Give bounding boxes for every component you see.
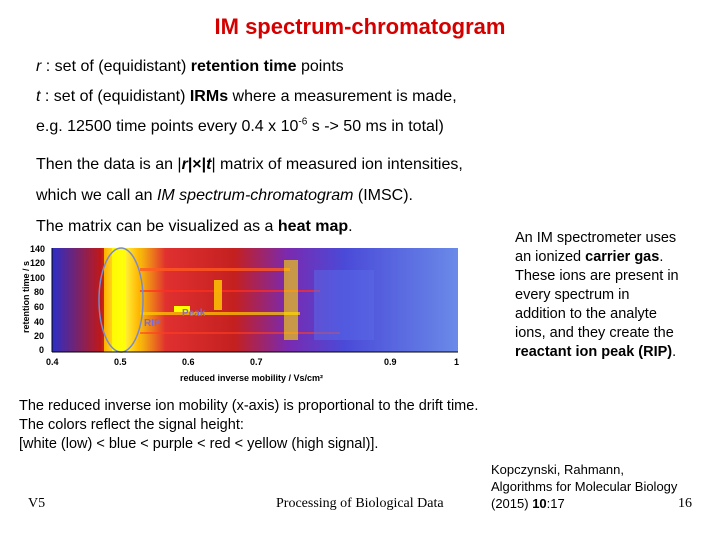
y-tick: 60 bbox=[34, 302, 45, 312]
y-tick: 100 bbox=[30, 273, 46, 283]
heatmap-image bbox=[51, 247, 458, 353]
x-tick: 1 bbox=[454, 357, 460, 367]
definition-t-text: : set of (equidistant) bbox=[40, 88, 190, 105]
side-note-line: An IM spectrometer uses bbox=[515, 230, 677, 246]
heatmap-bold: heat map bbox=[277, 218, 349, 235]
y-tick: 120 bbox=[30, 258, 46, 268]
side-note-line: every spectrum in bbox=[515, 287, 630, 303]
heatmap-figure: retention time / s 140 120 100 80 60 40 … bbox=[14, 240, 474, 390]
x-tick: 0.9 bbox=[384, 357, 397, 367]
bottom-text-line: The colors reflect the signal height: bbox=[19, 417, 244, 433]
streak bbox=[140, 290, 320, 292]
bottom-text-line: [white (low) < blue < purple < red < yel… bbox=[19, 436, 379, 452]
slide-title: IM spectrum-chromatogram bbox=[214, 14, 506, 39]
definition-r-text: : set of (equidistant) bbox=[41, 58, 191, 75]
definition-r-bold: retention time bbox=[190, 58, 297, 75]
reference-line: Algorithms for Molecular Biology bbox=[491, 479, 678, 494]
side-note: An IM spectrometer uses an ionized carri… bbox=[515, 229, 715, 362]
definition-t-bold: IRMs bbox=[189, 88, 229, 105]
y-tick: 0 bbox=[39, 345, 45, 355]
definition-r-tail: points bbox=[296, 58, 344, 75]
x-axis-label: reduced inverse mobility / Vs/cm² bbox=[180, 373, 324, 383]
rip-label: RIP bbox=[144, 318, 161, 329]
definition-t: t : set of (equidistant) IRMs where a me… bbox=[36, 88, 457, 106]
rip-core bbox=[112, 248, 126, 352]
imsc-pre: which we call an bbox=[36, 187, 157, 204]
y-tick: 80 bbox=[34, 287, 45, 297]
matrix-r: r bbox=[181, 156, 188, 173]
peak-label: Peak bbox=[182, 308, 206, 319]
matrix-post: | matrix of measured ion intensities, bbox=[211, 156, 463, 173]
side-note-line: addition to the analyte bbox=[515, 306, 657, 322]
example-post: s -> 50 ms in total) bbox=[307, 118, 444, 135]
heatmap-pre: The matrix can be visualized as a bbox=[36, 218, 278, 235]
streak bbox=[140, 268, 290, 271]
blue-region bbox=[314, 270, 374, 340]
page-number: 16 bbox=[678, 496, 692, 511]
matrix-mid: |×| bbox=[187, 156, 207, 173]
streak bbox=[140, 312, 300, 315]
streak bbox=[140, 332, 340, 334]
heatmap-post: . bbox=[348, 218, 353, 235]
imsc-post: (IMSC). bbox=[353, 187, 413, 204]
bottom-text-line: The reduced inverse ion mobility (x-axis… bbox=[19, 398, 479, 414]
side-note-line: ions, and they create the bbox=[515, 325, 674, 341]
symbol-r: r bbox=[36, 58, 42, 75]
example-exponent: -6 bbox=[298, 116, 308, 128]
side-note-line: reactant ion peak (RIP). bbox=[515, 344, 677, 360]
x-tick: 0.7 bbox=[250, 357, 263, 367]
definition-t-tail: where a measurement is made, bbox=[228, 88, 457, 105]
y-tick: 40 bbox=[34, 317, 45, 327]
imsc-italic: IM spectrum-chromatogram bbox=[156, 187, 354, 204]
heatmap-line: The matrix can be visualized as a heat m… bbox=[36, 218, 353, 236]
symbol-t: t bbox=[36, 88, 41, 105]
x-tick: 0.4 bbox=[46, 357, 59, 367]
reference-line: Kopczynski, Rahmann, bbox=[491, 462, 624, 477]
footer-reference: Kopczynski, Rahmann, Algorithms for Mole… bbox=[491, 461, 701, 512]
bottom-text: The reduced inverse ion mobility (x-axis… bbox=[19, 397, 659, 454]
matrix-t: t bbox=[206, 156, 212, 173]
example-pre: e.g. 12500 time points every 0.4 x 10 bbox=[36, 118, 299, 135]
peak-spot bbox=[174, 306, 190, 312]
side-note-line: These ions are present in bbox=[515, 268, 679, 284]
imsc-line: which we call an IM spectrum-chromatogra… bbox=[36, 187, 413, 205]
side-note-line: an ionized carrier gas. bbox=[515, 249, 664, 265]
x-tick: 0.6 bbox=[182, 357, 195, 367]
matrix-line: Then the data is an |r|×|t| matrix of me… bbox=[36, 156, 463, 174]
x-tick: 0.5 bbox=[114, 357, 127, 367]
footer-center: Processing of Biological Data bbox=[276, 496, 444, 511]
definition-r: r : set of (equidistant) retention time … bbox=[36, 58, 344, 76]
matrix-pre: Then the data is an | bbox=[36, 156, 182, 173]
example-line: e.g. 12500 time points every 0.4 x 10-6 … bbox=[36, 116, 444, 136]
peak-spot bbox=[214, 280, 222, 310]
peak-spot bbox=[284, 260, 298, 340]
y-tick: 140 bbox=[30, 244, 46, 254]
reference-line: (2015) 10:17 bbox=[491, 496, 565, 511]
footer-left: V5 bbox=[28, 496, 46, 511]
y-tick: 20 bbox=[34, 331, 45, 341]
